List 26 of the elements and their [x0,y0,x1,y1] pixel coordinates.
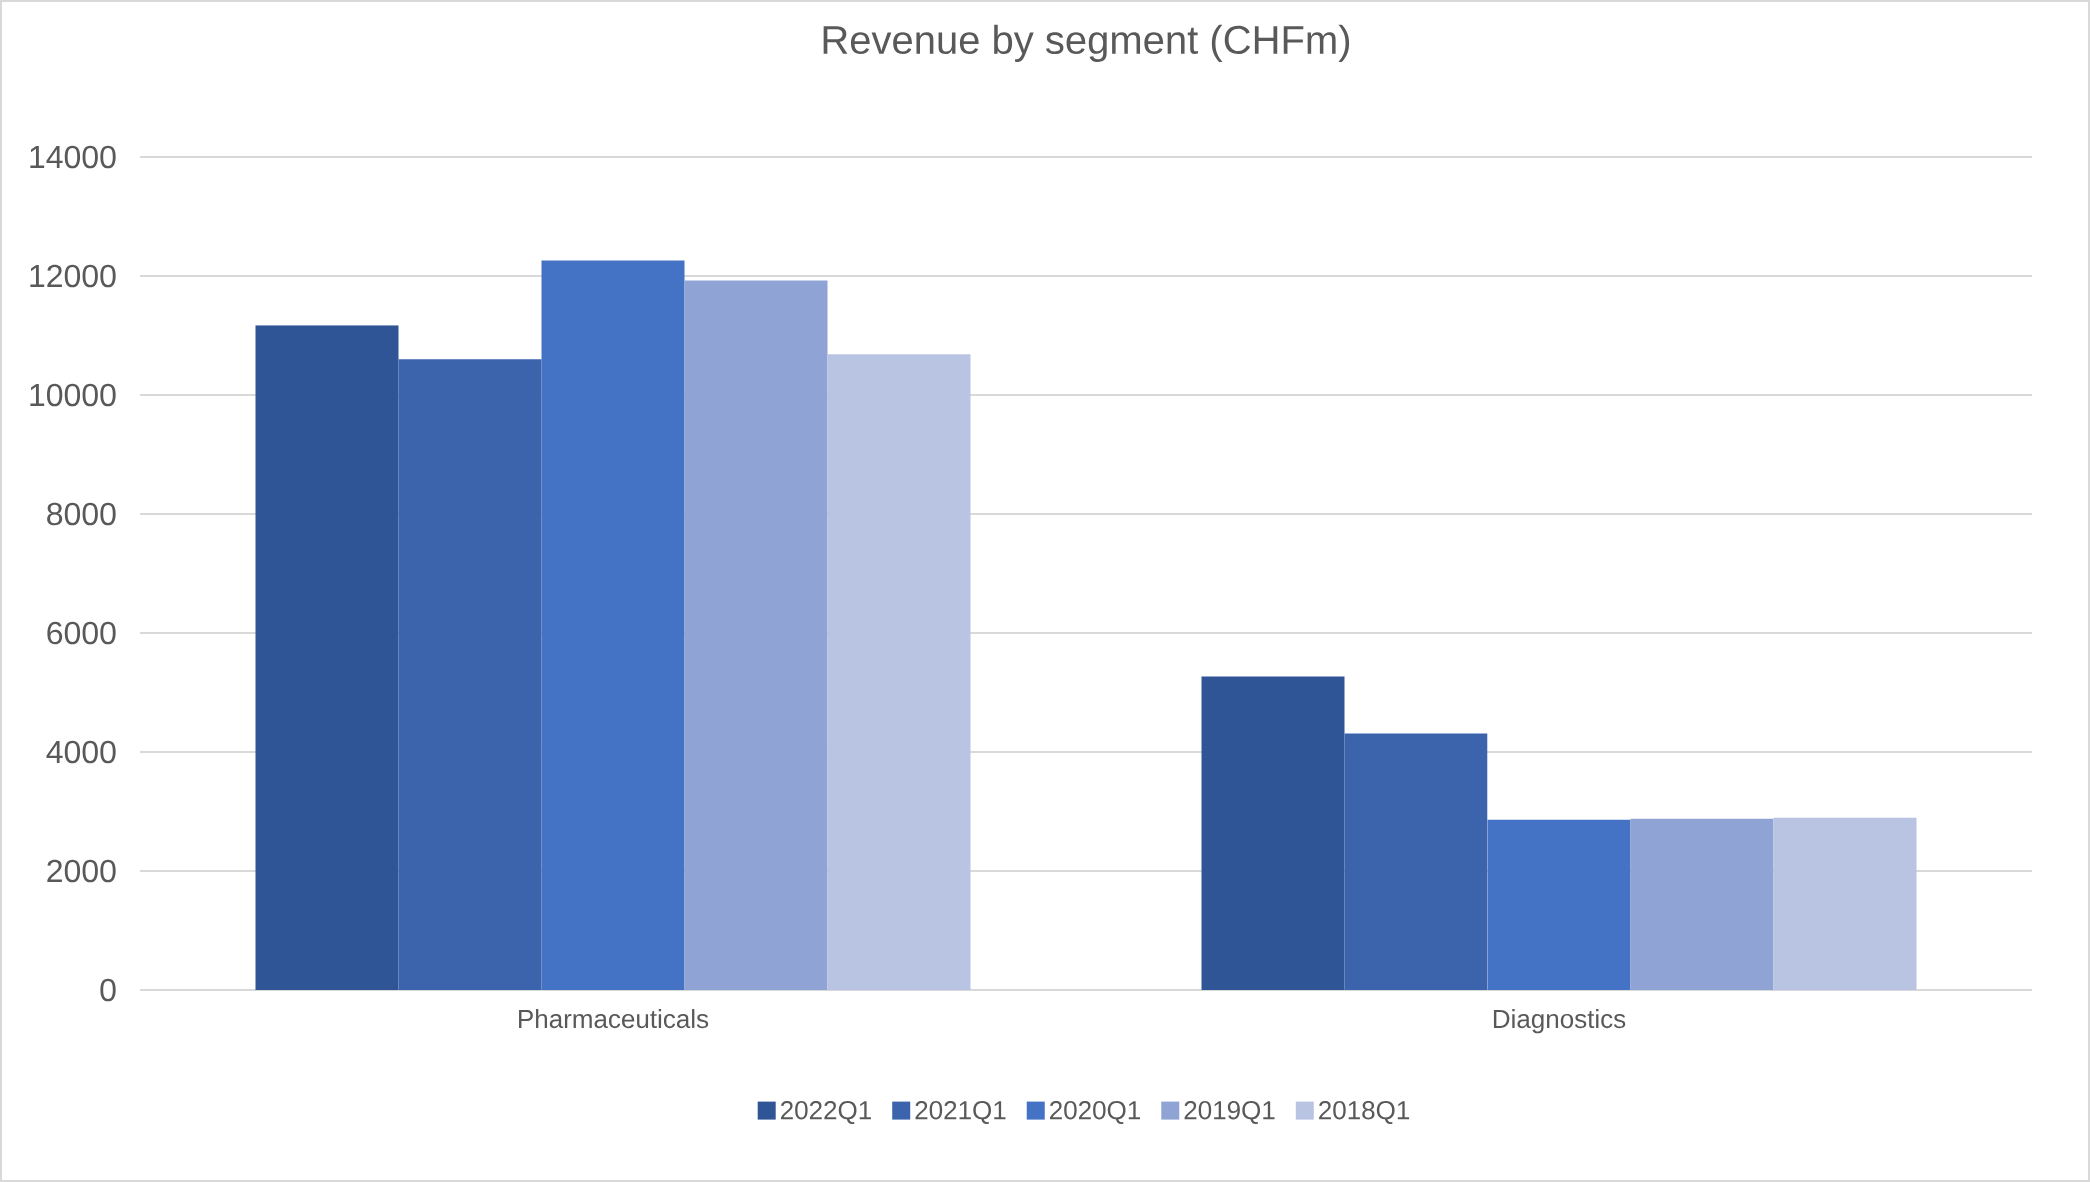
y-tick-label: 0 [100,978,116,1002]
bar [1201,676,1345,990]
legend-label: 2022Q1 [781,1101,871,1125]
bar [541,260,685,990]
bar [684,280,828,990]
y-tick-label: 2000 [47,859,116,883]
legend-label: 2020Q1 [1050,1101,1140,1125]
bar [1630,818,1774,990]
legend-label: 2019Q1 [1184,1101,1275,1125]
legend-label: 2018Q1 [1319,1101,1410,1125]
y-tick-label: 8000 [47,502,116,526]
x-tick-label: Pharmaceuticals [519,1009,709,1029]
bar [1773,817,1917,990]
y-tick-label: 10000 [30,383,116,407]
bar [398,359,542,990]
bar [255,325,399,990]
bar [1487,819,1631,990]
y-tick-label: 14000 [30,145,116,169]
y-tick-label: 12000 [30,264,116,288]
legend-label: 2021Q1 [915,1101,1006,1125]
x-tick-label: Diagnostics [1493,1009,1626,1034]
y-tick-label: 6000 [47,621,116,645]
chart-title: Revenue by segment (CHFm) [823,24,1350,63]
bar [1344,733,1488,990]
bar [827,354,971,990]
y-tick-label: 4000 [46,740,116,764]
